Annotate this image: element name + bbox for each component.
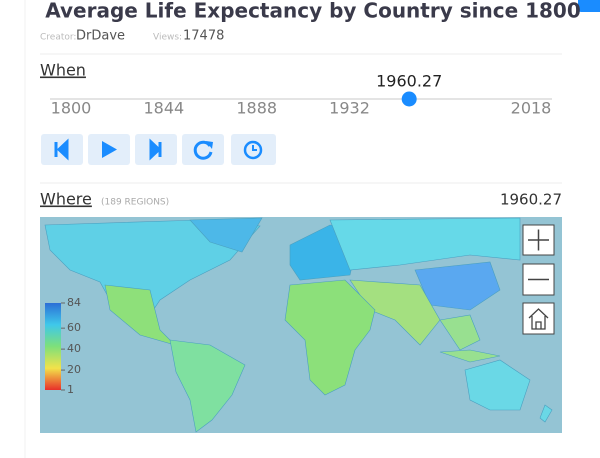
south-america — [169, 339, 246, 433]
replay-button[interactable] — [182, 134, 224, 165]
slider-tick-label: 1844 — [143, 99, 184, 118]
creator[interactable]: DrDave — [76, 29, 125, 44]
slider-tick-label: 1932 — [329, 99, 370, 118]
slider-tick-label: 1800 — [51, 99, 92, 118]
when-heading: When — [40, 61, 86, 80]
regions-note: (189 REGIONS) — [101, 198, 169, 208]
next-icon — [149, 138, 162, 161]
clock-icon — [243, 140, 263, 160]
clock-hands — [252, 145, 257, 151]
new-zealand — [539, 404, 553, 423]
africa — [284, 279, 376, 396]
legend-tick-label: 40 — [67, 342, 81, 355]
time-slider[interactable]: 1800 1844 1888 1932 2018 1960.27 — [50, 72, 552, 118]
creator-label: Creator: — [40, 33, 76, 43]
southeast-asia — [439, 314, 481, 351]
home-icon — [528, 308, 549, 330]
legend-tick-label: 84 — [67, 296, 81, 309]
current-year: 1960.27 — [500, 191, 562, 209]
legend-tick-label: 20 — [67, 363, 81, 376]
where-heading: Where — [40, 190, 92, 209]
map[interactable]: 84 60 40 20 1 — [40, 217, 562, 433]
legend-tick-label: 60 — [67, 321, 81, 334]
corner-button[interactable] — [578, 0, 600, 12]
slider-value-label: 1960.27 — [376, 72, 442, 91]
replay-arrow — [206, 141, 213, 149]
slider-handle[interactable] — [401, 91, 417, 107]
replay-icon — [193, 140, 213, 160]
north-asia — [329, 217, 521, 271]
legend-tick-label: 1 — [67, 383, 74, 396]
slider-tick-label: 1888 — [236, 99, 277, 118]
slider-tick-label: 2018 — [511, 99, 552, 118]
first-icon — [54, 138, 69, 161]
plus-icon — [528, 229, 549, 251]
playback-controls — [41, 134, 276, 165]
views-label: Views: — [153, 33, 182, 43]
legend-bar — [45, 303, 61, 390]
views: 17478 — [183, 29, 224, 44]
play-icon — [102, 141, 117, 158]
legend: 84 60 40 20 1 — [61, 296, 81, 396]
indonesia — [439, 349, 501, 363]
australia — [464, 359, 531, 411]
greenland — [189, 217, 263, 253]
title: Average Life Expectancy by Country since… — [45, 0, 581, 23]
